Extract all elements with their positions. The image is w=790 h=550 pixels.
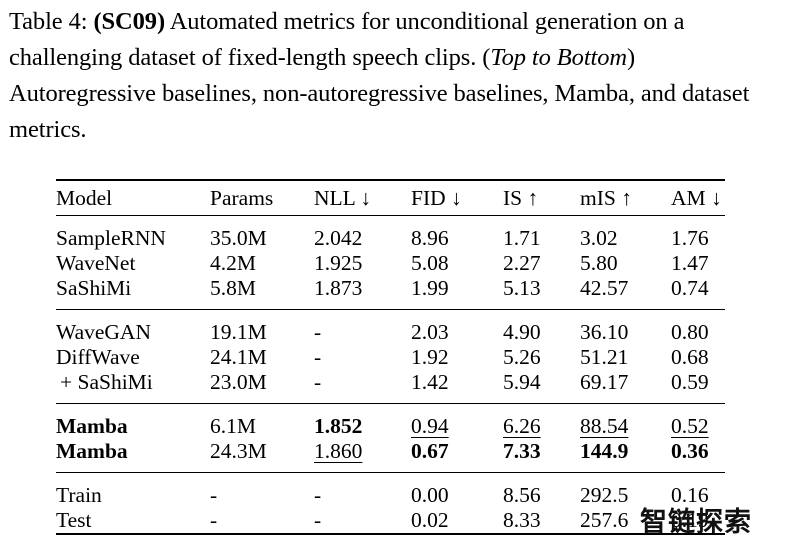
table-cell: 7.33 bbox=[503, 439, 541, 463]
header-cell-mis: mIS ↑ bbox=[580, 179, 671, 216]
table-cell: 36.10 bbox=[580, 309, 671, 345]
table-row: Test - - 0.02 8.33 257.6 0.19 bbox=[56, 508, 725, 535]
table-row: WaveGAN 19.1M - 2.03 4.90 36.10 0.80 bbox=[56, 309, 725, 345]
table-cell: 51.21 bbox=[580, 345, 629, 369]
table-cell: 0.74 bbox=[671, 276, 709, 300]
table-cell: 2.042 bbox=[314, 215, 411, 251]
table-cell: 0.94 bbox=[411, 414, 449, 438]
table-cell: 1.76 bbox=[671, 215, 725, 251]
caption-text-end: ) Autoregressive baselines, non-autoregr… bbox=[9, 44, 750, 143]
table-cell: 69.17 bbox=[580, 370, 629, 394]
metrics-table: Model Params NLL ↓ FID ↓ IS ↑ mIS ↑ AM ↓… bbox=[56, 179, 725, 535]
table-cell: 5.26 bbox=[503, 345, 541, 369]
table-cell: 0.36 bbox=[671, 439, 709, 463]
header-cell-nll: NLL ↓ bbox=[314, 179, 411, 216]
table-cell: - bbox=[314, 370, 322, 394]
model-name-cell: WaveNet bbox=[56, 251, 136, 275]
header-cell-fid: FID ↓ bbox=[411, 179, 503, 216]
table-cell: 2.27 bbox=[503, 251, 541, 275]
model-name-cell: Mamba bbox=[56, 403, 210, 439]
table-row: DiffWave 24.1M - 1.92 5.26 51.21 0.68 bbox=[56, 345, 725, 370]
table-cell: 5.80 bbox=[580, 251, 618, 275]
table-cell: 6.26 bbox=[503, 414, 541, 438]
table-cell: 1.92 bbox=[411, 345, 449, 369]
table-cell: - bbox=[314, 472, 411, 508]
table-cell: 42.57 bbox=[580, 276, 629, 300]
table-row: + SaShiMi 23.0M - 1.42 5.94 69.17 0.59 bbox=[56, 370, 725, 404]
table-cell: 24.1M bbox=[210, 345, 267, 369]
table-cell: 0.68 bbox=[671, 345, 709, 369]
table-cell: 0.80 bbox=[671, 309, 725, 345]
table-cell: 0.00 bbox=[411, 472, 503, 508]
table-cell: - bbox=[314, 508, 411, 535]
table-cell: 5.08 bbox=[411, 251, 449, 275]
model-name-cell: WaveGAN bbox=[56, 309, 210, 345]
table-cell: 2.03 bbox=[411, 309, 503, 345]
table-cell: 257.6 bbox=[580, 508, 671, 535]
table-row: SaShiMi 5.8M 1.873 1.99 5.13 42.57 0.74 bbox=[56, 276, 725, 310]
table-cell: 6.1M bbox=[210, 403, 314, 439]
table-cell: 5.94 bbox=[503, 370, 541, 394]
table-cell: 5.13 bbox=[503, 276, 541, 300]
table-cell: 19.1M bbox=[210, 309, 314, 345]
table-cell: 24.3M bbox=[210, 439, 267, 463]
caption-label: Table 4: bbox=[9, 8, 94, 35]
table-cell: 5.8M bbox=[210, 276, 256, 300]
table-row: Mamba 6.1M 1.852 0.94 6.26 88.54 0.52 bbox=[56, 403, 725, 439]
table-cell: - bbox=[210, 472, 314, 508]
model-name-cell: SampleRNN bbox=[56, 215, 210, 251]
table-cell: 0.67 bbox=[411, 439, 449, 463]
table-cell: 4.2M bbox=[210, 251, 256, 275]
header-row: Model Params NLL ↓ FID ↓ IS ↑ mIS ↑ AM ↓ bbox=[56, 179, 725, 216]
table-cell: - bbox=[210, 508, 314, 535]
table-cell: 23.0M bbox=[210, 370, 267, 394]
model-name-cell: Mamba bbox=[56, 439, 128, 463]
model-name-cell: Test bbox=[56, 508, 210, 535]
table-cell: 0.59 bbox=[671, 370, 709, 394]
watermark-logo: 智链探索 bbox=[640, 507, 752, 538]
table-cell: 8.33 bbox=[503, 508, 580, 535]
table-cell: - bbox=[314, 309, 411, 345]
table-cell: 4.90 bbox=[503, 309, 580, 345]
header-cell-model: Model bbox=[56, 179, 210, 216]
table-row: WaveNet 4.2M 1.925 5.08 2.27 5.80 1.47 bbox=[56, 251, 725, 276]
table-cell: 1.47 bbox=[671, 251, 709, 275]
table-cell: 292.5 bbox=[580, 472, 671, 508]
model-name-cell: DiffWave bbox=[56, 345, 140, 369]
table-cell: 1.71 bbox=[503, 215, 580, 251]
table-cell: 1.852 bbox=[314, 403, 411, 439]
model-name-cell: + SaShiMi bbox=[60, 370, 153, 394]
caption-text: Automated metrics for unconditional gene… bbox=[9, 8, 685, 71]
header-cell-am: AM ↓ bbox=[671, 179, 725, 216]
table-cell: 0.19 bbox=[671, 508, 725, 535]
table-cell: 0.16 bbox=[671, 472, 725, 508]
table-row: Train - - 0.00 8.56 292.5 0.16 bbox=[56, 472, 725, 508]
table-cell: 88.54 bbox=[580, 414, 629, 438]
table-cell: 8.56 bbox=[503, 472, 580, 508]
table-cell: 1.873 bbox=[314, 276, 363, 300]
model-name-cell: SaShiMi bbox=[56, 276, 132, 300]
table-cell: - bbox=[314, 345, 322, 369]
table-cell: 0.52 bbox=[671, 414, 709, 438]
table-cell: 35.0M bbox=[210, 215, 314, 251]
table-row: SampleRNN 35.0M 2.042 8.96 1.71 3.02 1.7… bbox=[56, 215, 725, 251]
model-name-cell: Train bbox=[56, 472, 210, 508]
table-cell: 3.02 bbox=[580, 215, 671, 251]
table-cell: 1.99 bbox=[411, 276, 449, 300]
table-cell: 0.02 bbox=[411, 508, 503, 535]
table-cell: 144.9 bbox=[580, 439, 629, 463]
table-row: Mamba 24.3M 1.860 0.67 7.33 144.9 0.36 bbox=[56, 439, 725, 473]
caption-tag: (SC09) bbox=[93, 8, 166, 35]
table-cell: 1.42 bbox=[411, 370, 449, 394]
caption-italic: Top to Bottom bbox=[490, 44, 627, 71]
table-caption: Table 4: (SC09) Automated metrics for un… bbox=[9, 4, 784, 148]
table-cell: 1.860 bbox=[314, 439, 363, 463]
table-cell: 8.96 bbox=[411, 215, 503, 251]
table-cell: 1.925 bbox=[314, 251, 363, 275]
header-cell-is: IS ↑ bbox=[503, 179, 580, 216]
header-cell-params: Params bbox=[210, 179, 314, 216]
